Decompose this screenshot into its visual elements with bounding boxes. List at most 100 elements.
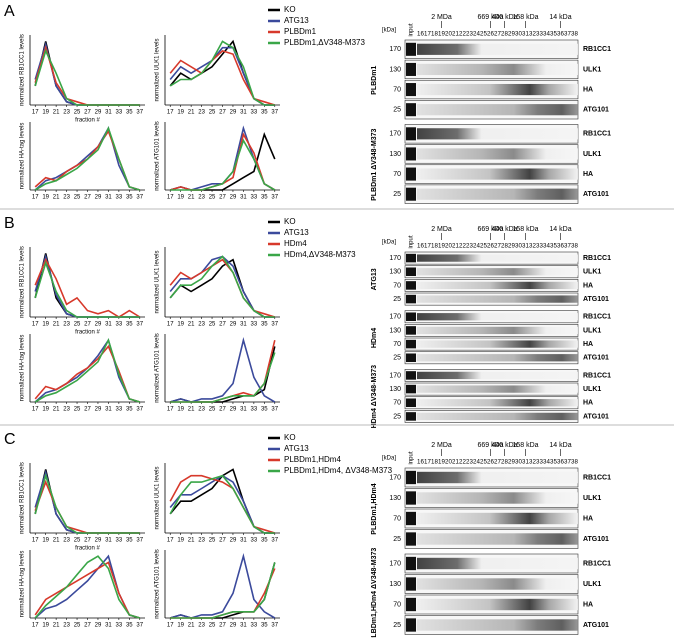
x-tick-label: 31 bbox=[105, 195, 112, 201]
series-line bbox=[169, 125, 276, 191]
x-axis-label: fraction # bbox=[75, 118, 100, 124]
x-tick-label: 33 bbox=[116, 407, 123, 413]
x-tick-label: 31 bbox=[240, 322, 247, 328]
kda-label: 25 bbox=[393, 191, 401, 198]
x-tick-label: 23 bbox=[63, 407, 70, 413]
x-tick-label: 19 bbox=[42, 110, 49, 116]
series-line bbox=[34, 126, 141, 191]
lane-number: 16 bbox=[417, 459, 424, 466]
x-tick-label: 31 bbox=[240, 195, 247, 201]
kda-label: 170 bbox=[389, 314, 401, 321]
x-tick-label: 27 bbox=[84, 623, 91, 629]
blot-bands bbox=[417, 598, 578, 611]
x-tick-label: 19 bbox=[177, 110, 184, 116]
x-tick-label: 23 bbox=[198, 623, 205, 629]
blot-bands bbox=[417, 128, 578, 140]
series-line bbox=[34, 126, 141, 191]
input-label: input bbox=[409, 451, 415, 464]
x-tick-label: 29 bbox=[95, 110, 102, 116]
x-tick-label: 19 bbox=[177, 322, 184, 328]
y-axis-label: normalized ATG101 levels bbox=[155, 549, 161, 619]
lane-number: 29 bbox=[508, 243, 515, 250]
x-axis-label: fraction # bbox=[75, 546, 100, 552]
x-tick-label: 31 bbox=[105, 538, 112, 544]
lane-number: 34 bbox=[543, 243, 550, 250]
x-tick-label: 17 bbox=[167, 322, 174, 328]
x-tick-label: 17 bbox=[167, 623, 174, 629]
lane-number: 22 bbox=[459, 459, 466, 466]
kda-unit: [kDa] bbox=[382, 28, 396, 34]
x-tick-label: 25 bbox=[209, 623, 216, 629]
blot-bands bbox=[417, 268, 578, 276]
group-label: PLBDm1 ΔV348-M373 bbox=[371, 128, 378, 200]
protein-label: ULK1 bbox=[583, 581, 601, 588]
lane-number: 21 bbox=[452, 31, 459, 38]
x-tick-label: 35 bbox=[126, 623, 133, 629]
x-tick-label: 37 bbox=[271, 623, 278, 629]
protein-label: HA bbox=[583, 282, 593, 289]
legend-label: ATG13 bbox=[284, 444, 309, 453]
x-tick-label: 27 bbox=[219, 407, 226, 413]
lane-number: 36 bbox=[557, 459, 564, 466]
series-line bbox=[34, 129, 141, 191]
lane-number: 18 bbox=[431, 31, 438, 38]
lane-number: 18 bbox=[431, 243, 438, 250]
blot-bands bbox=[417, 313, 578, 321]
blot-bands bbox=[417, 43, 578, 55]
kda-label: 25 bbox=[393, 107, 401, 114]
kda-label: 130 bbox=[389, 495, 401, 502]
lane-number: 20 bbox=[445, 459, 452, 466]
x-tick-label: 27 bbox=[84, 110, 91, 116]
series-line bbox=[34, 253, 140, 318]
x-tick-label: 27 bbox=[219, 623, 226, 629]
lane-number: 24 bbox=[473, 459, 480, 466]
lane-number: 35 bbox=[550, 459, 557, 466]
panel-letter: B bbox=[4, 215, 15, 232]
x-tick-label: 29 bbox=[95, 623, 102, 629]
y-axis-label: normalized HA-tag levels bbox=[20, 335, 26, 402]
x-tick-label: 25 bbox=[74, 538, 81, 544]
lane-number: 29 bbox=[508, 459, 515, 466]
input-band bbox=[406, 294, 416, 304]
protein-label: RB1CC1 bbox=[583, 255, 611, 262]
y-axis-label: normalized HA-tag levels bbox=[20, 551, 26, 618]
legend-label: HDm4,ΔV348-M373 bbox=[284, 250, 356, 259]
y-axis-label: normalized RB1CC1 levels bbox=[20, 34, 26, 106]
x-tick-label: 29 bbox=[230, 407, 237, 413]
input-band bbox=[406, 103, 416, 117]
kda-label: 130 bbox=[389, 269, 401, 276]
x-tick-label: 27 bbox=[84, 322, 91, 328]
x-tick-label: 33 bbox=[251, 538, 258, 544]
x-tick-label: 29 bbox=[230, 110, 237, 116]
x-tick-label: 25 bbox=[209, 538, 216, 544]
lane-number: 35 bbox=[550, 243, 557, 250]
legend-label: PLBDm1 bbox=[284, 27, 317, 36]
x-tick-label: 27 bbox=[219, 110, 226, 116]
protein-label: HA bbox=[583, 515, 593, 522]
lane-number: 26 bbox=[487, 31, 494, 38]
kda-label: 130 bbox=[389, 66, 401, 73]
blot-bands bbox=[417, 492, 578, 504]
size-marker: 440 kDa bbox=[491, 226, 517, 233]
lane-number: 16 bbox=[417, 31, 424, 38]
x-tick-label: 19 bbox=[177, 538, 184, 544]
x-tick-label: 21 bbox=[188, 195, 195, 201]
legend-label: HDm4 bbox=[284, 239, 307, 248]
x-tick-label: 29 bbox=[230, 538, 237, 544]
kda-label: 70 bbox=[393, 400, 401, 407]
lane-number: 31 bbox=[522, 31, 529, 38]
lane-number: 26 bbox=[487, 459, 494, 466]
y-axis-label: normalized ULK1 levels bbox=[155, 466, 161, 529]
protein-label: ULK1 bbox=[583, 269, 601, 276]
series-line bbox=[169, 474, 276, 534]
lane-number: 20 bbox=[445, 243, 452, 250]
series-line bbox=[169, 474, 275, 534]
legend-label: PLBDm1,HDm4 bbox=[284, 455, 341, 464]
legend-label: ATG13 bbox=[284, 16, 309, 25]
x-tick-label: 19 bbox=[42, 407, 49, 413]
x-tick-label: 29 bbox=[95, 407, 102, 413]
blot-bands bbox=[417, 295, 578, 303]
x-tick-label: 17 bbox=[32, 195, 39, 201]
size-marker: 669 kDa bbox=[477, 14, 503, 21]
size-marker: 14 kDa bbox=[549, 442, 571, 449]
